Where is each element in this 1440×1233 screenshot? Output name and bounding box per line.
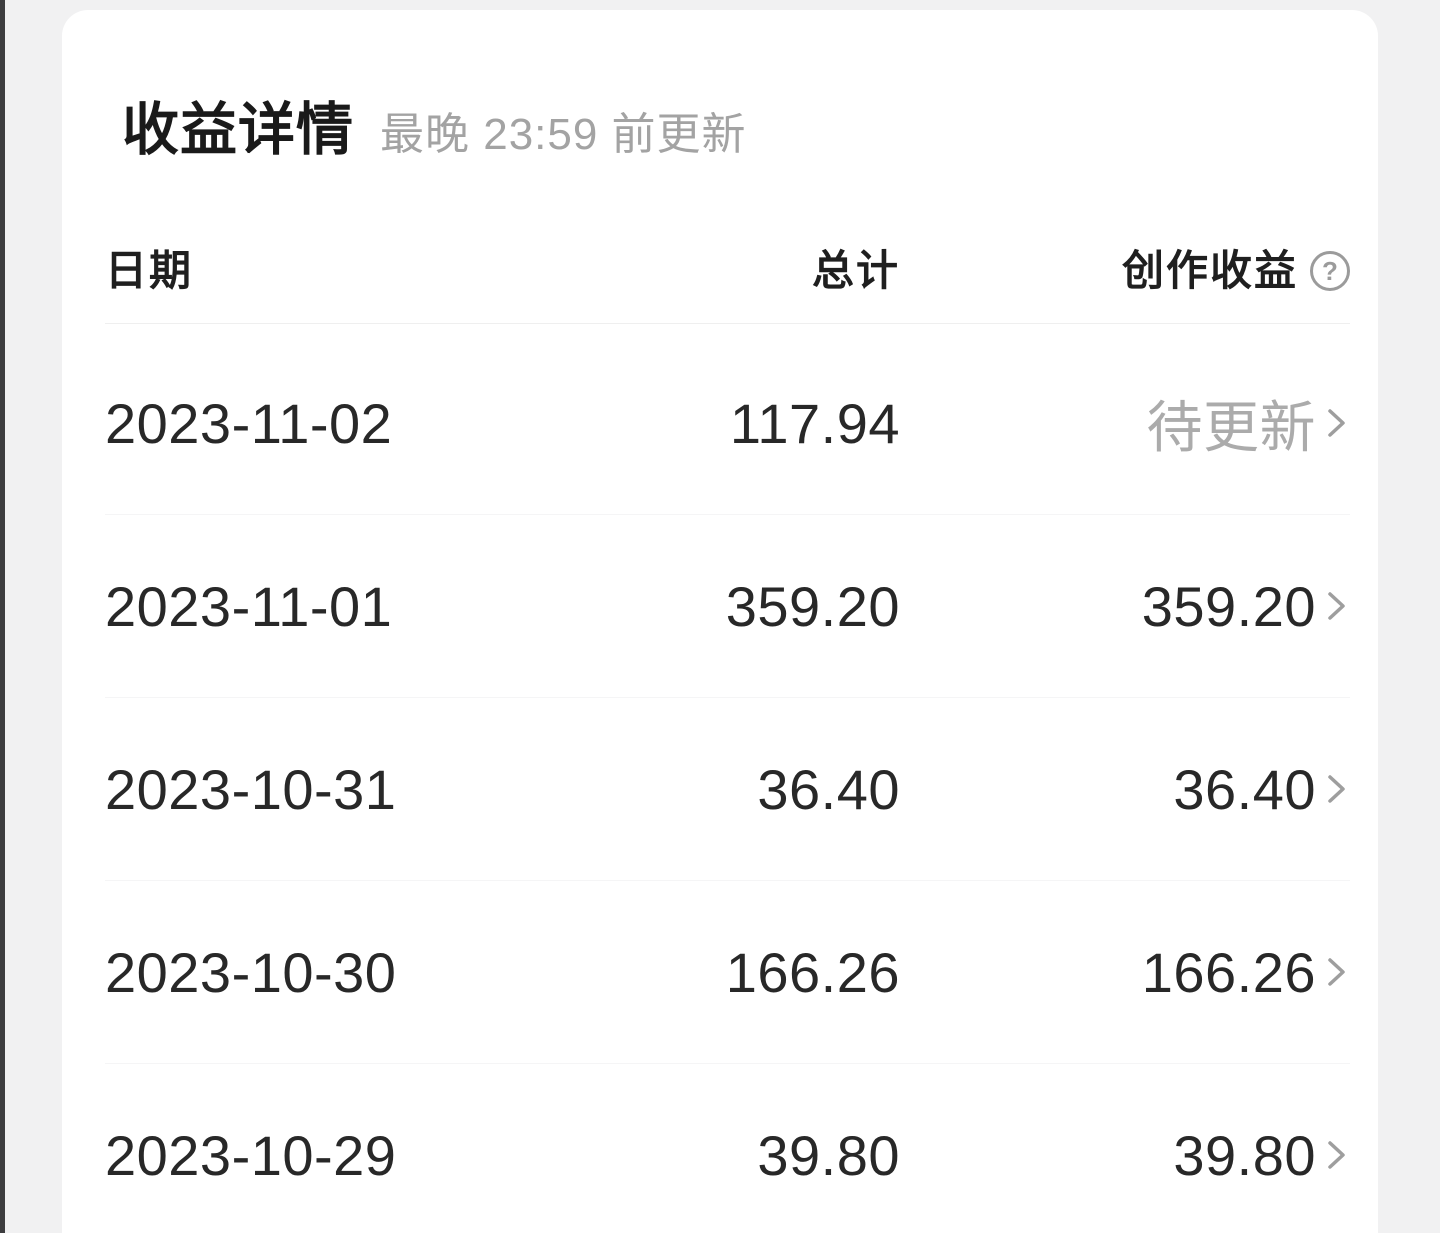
chevron-right-icon xyxy=(1324,950,1350,994)
row-creation-value: 39.80 xyxy=(1173,1123,1316,1187)
row-date: 2023-10-30 xyxy=(105,940,397,1004)
page-title: 收益详情 xyxy=(122,98,354,162)
table-row[interactable]: 2023-11-02 117.94 待更新 xyxy=(105,332,1350,515)
row-total: 36.40 xyxy=(757,757,900,821)
table-row[interactable]: 2023-10-31 36.40 36.40 xyxy=(105,698,1350,881)
chevron-right-icon xyxy=(1324,584,1350,628)
question-circle-icon[interactable]: ? xyxy=(1310,251,1350,291)
card-header: 收益详情 最晚 23:59 前更新 xyxy=(105,10,1350,162)
row-date: 2023-11-02 xyxy=(105,391,393,455)
column-header-creation: 创作收益 xyxy=(1121,247,1298,294)
chevron-right-icon xyxy=(1324,401,1350,445)
row-total: 166.26 xyxy=(725,940,900,1004)
update-time-note: 最晚 23:59 前更新 xyxy=(380,110,747,159)
table-row[interactable]: 2023-10-29 39.80 39.80 xyxy=(105,1064,1350,1233)
screen-edge-strip xyxy=(0,0,5,1233)
question-glyph: ? xyxy=(1322,256,1338,286)
row-date: 2023-10-29 xyxy=(105,1123,397,1187)
table-row[interactable]: 2023-11-01 359.20 359.20 xyxy=(105,515,1350,698)
column-header-total: 总计 xyxy=(811,247,900,294)
chevron-right-icon xyxy=(1324,1133,1350,1177)
row-creation-value: 36.40 xyxy=(1173,757,1316,821)
table-row[interactable]: 2023-10-30 166.26 166.26 xyxy=(105,881,1350,1064)
row-creation-value: 359.20 xyxy=(1141,574,1316,638)
row-total: 359.20 xyxy=(725,574,900,638)
table-header-row: 日期 总计 创作收益 ? xyxy=(105,162,1350,324)
row-creation-value: 166.26 xyxy=(1141,940,1316,1004)
row-date: 2023-11-01 xyxy=(105,574,393,638)
column-header-date: 日期 xyxy=(105,247,194,294)
chevron-right-icon xyxy=(1324,767,1350,811)
earnings-list: 2023-11-02 117.94 待更新 2023-11-01 359.20 … xyxy=(105,324,1350,1233)
row-total: 39.80 xyxy=(757,1123,900,1187)
row-date: 2023-10-31 xyxy=(105,757,397,821)
row-creation-value: 待更新 xyxy=(1146,395,1316,459)
row-total: 117.94 xyxy=(729,391,900,455)
earnings-detail-card: 收益详情 最晚 23:59 前更新 日期 总计 创作收益 ? 2023-11-0… xyxy=(62,10,1378,1233)
